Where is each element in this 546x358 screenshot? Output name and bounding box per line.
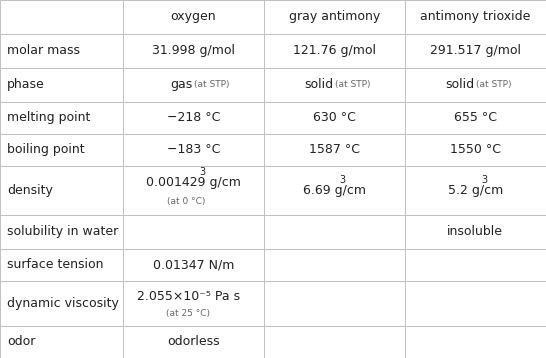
Text: boiling point: boiling point <box>7 143 85 156</box>
Text: surface tension: surface tension <box>7 258 104 271</box>
Text: 1587 °C: 1587 °C <box>308 143 360 156</box>
Text: density: density <box>7 184 53 197</box>
Text: solid: solid <box>445 78 474 91</box>
Text: −183 °C: −183 °C <box>167 143 220 156</box>
Text: melting point: melting point <box>7 111 91 124</box>
Text: (at STP): (at STP) <box>476 80 512 89</box>
Text: 6.69 g/cm: 6.69 g/cm <box>302 184 366 197</box>
Text: 2.055×10⁻⁵ Pa s: 2.055×10⁻⁵ Pa s <box>136 290 240 303</box>
Text: solid: solid <box>304 78 333 91</box>
Text: gas: gas <box>170 78 192 91</box>
Text: antimony trioxide: antimony trioxide <box>420 10 531 24</box>
Text: 1550 °C: 1550 °C <box>450 143 501 156</box>
Text: (at STP): (at STP) <box>194 80 230 89</box>
Text: 31.998 g/mol: 31.998 g/mol <box>152 44 235 57</box>
Text: 291.517 g/mol: 291.517 g/mol <box>430 44 521 57</box>
Text: odorless: odorless <box>167 335 219 348</box>
Text: oxygen: oxygen <box>170 10 216 24</box>
Text: insoluble: insoluble <box>447 225 503 238</box>
Text: 655 °C: 655 °C <box>454 111 497 124</box>
Text: dynamic viscosity: dynamic viscosity <box>7 297 119 310</box>
Text: −218 °C: −218 °C <box>167 111 220 124</box>
Text: (at STP): (at STP) <box>335 80 371 89</box>
Text: molar mass: molar mass <box>7 44 80 57</box>
Text: 3: 3 <box>199 168 205 178</box>
Text: phase: phase <box>7 78 45 91</box>
Text: 121.76 g/mol: 121.76 g/mol <box>293 44 376 57</box>
Text: 0.001429 g/cm: 0.001429 g/cm <box>146 176 241 189</box>
Text: solubility in water: solubility in water <box>7 225 118 238</box>
Text: (at 0 °C): (at 0 °C) <box>167 197 205 205</box>
Text: 630 °C: 630 °C <box>313 111 355 124</box>
Text: 3: 3 <box>340 175 346 185</box>
Text: 0.01347 N/m: 0.01347 N/m <box>152 258 234 271</box>
Text: gray antimony: gray antimony <box>288 10 380 24</box>
Text: odor: odor <box>7 335 35 348</box>
Text: 3: 3 <box>481 175 487 185</box>
Text: 5.2 g/cm: 5.2 g/cm <box>448 184 503 197</box>
Text: (at 25 °C): (at 25 °C) <box>167 309 210 318</box>
